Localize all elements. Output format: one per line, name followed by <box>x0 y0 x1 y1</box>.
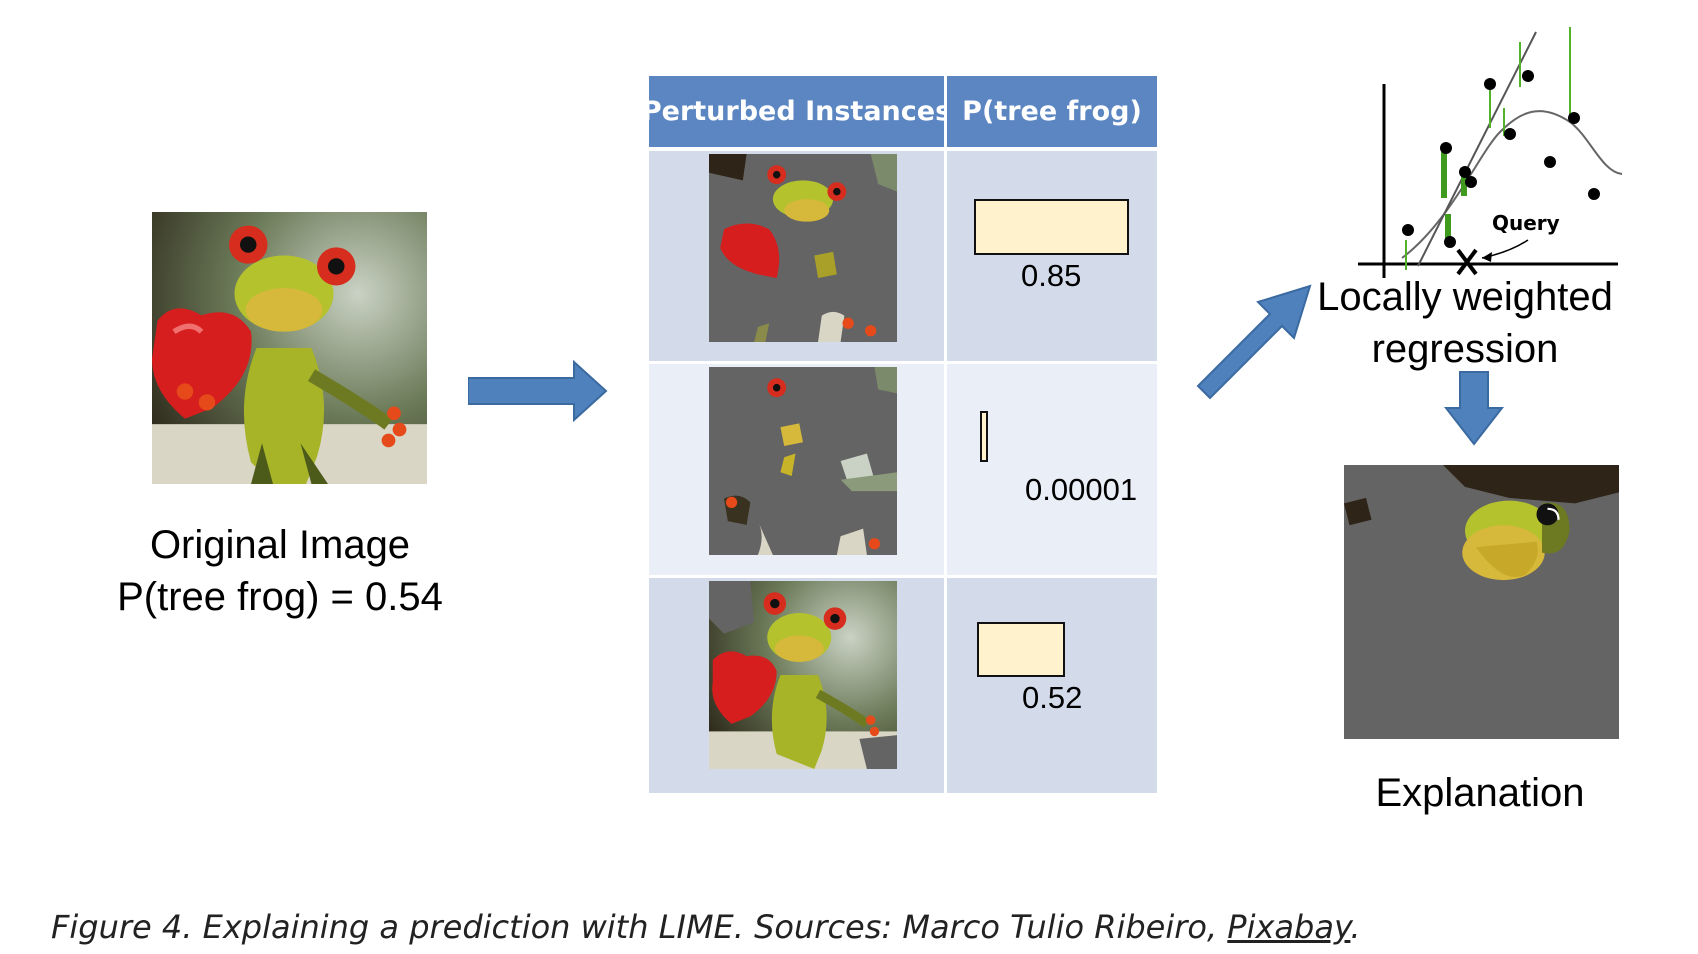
probability-value-2: 0.00001 <box>1025 472 1138 507</box>
probability-bar-1 <box>974 199 1129 255</box>
table-row <box>947 578 1157 793</box>
explanation-title: Explanation <box>1375 771 1585 815</box>
down-arrow-icon <box>1444 371 1504 446</box>
caption-text: Figure 4. Explaining a prediction with L… <box>51 908 1228 946</box>
table-header-instances: Perturbed Instances <box>642 76 951 147</box>
table-row <box>947 151 1157 361</box>
original-frog-image <box>152 212 427 484</box>
query-x-icon <box>1456 248 1478 276</box>
perturbed-instances-table: Perturbed Instances P(tree frog) 0.85 <box>642 76 1157 793</box>
probability-bar-2 <box>980 411 988 462</box>
query-label: Query <box>1492 211 1560 235</box>
regression-title-line1: Locally weighted <box>1317 275 1613 319</box>
original-image-title: Original Image <box>149 523 411 567</box>
regression-title-line2: regression <box>1371 327 1559 371</box>
diagonal-arrow-icon <box>1196 284 1312 400</box>
original-probability-label: P(tree frog) = 0.54 <box>117 575 443 619</box>
perturbed-image-1 <box>709 154 897 342</box>
perturbed-image-3 <box>709 581 897 769</box>
perturbed-image-2 <box>709 367 897 555</box>
probability-value-1: 0.85 <box>1021 258 1082 293</box>
figure-caption: Figure 4. Explaining a prediction with L… <box>51 908 1361 946</box>
table-header-probability: P(tree frog) <box>947 76 1157 147</box>
explanation-image <box>1344 465 1619 739</box>
caption-end: . <box>1350 908 1361 946</box>
probability-value-3: 0.52 <box>1022 680 1083 715</box>
regression-plot: Query <box>1358 27 1623 278</box>
probability-bar-3 <box>977 622 1065 677</box>
table-row <box>947 364 1157 575</box>
pixabay-link[interactable]: Pixabay <box>1227 908 1351 946</box>
right-arrow-icon <box>468 360 608 422</box>
